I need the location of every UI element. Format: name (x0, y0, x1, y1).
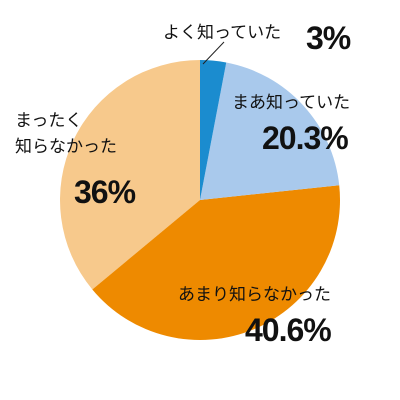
pie-slice (92, 185, 341, 340)
pie-slice (200, 62, 340, 200)
leader-line (202, 41, 225, 65)
slice-label: まあ知っていた (232, 93, 351, 113)
slice-label: よく知っていた (163, 23, 282, 43)
slice-label: あまり知らなかった (178, 285, 331, 305)
value-label: 3% (306, 20, 351, 56)
slice-label: まったく 知らなかった (15, 111, 117, 158)
value-label: 36% (74, 174, 136, 210)
value-label: 20.3% (262, 120, 349, 156)
pie-slice (60, 60, 200, 290)
value-label: 40.6% (245, 312, 332, 348)
pie-slice (200, 60, 227, 200)
